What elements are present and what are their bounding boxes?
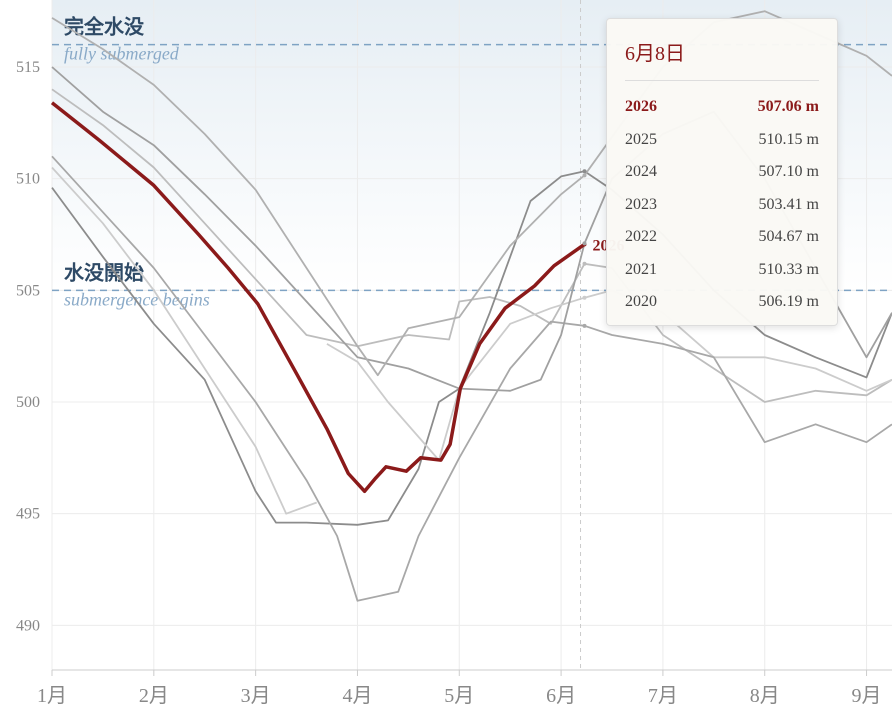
reference-sublabel: fully submerged	[64, 44, 180, 64]
x-tick-label: 4月	[342, 685, 372, 707]
tooltip-row: 2023 503.41 m	[625, 189, 819, 222]
x-tick-label: 9月	[852, 685, 882, 707]
series-line	[50, 101, 586, 494]
tooltip-year: 2023	[625, 195, 657, 213]
reference-label: 水没開始	[64, 260, 144, 284]
tooltip-value: 510.15 m	[758, 130, 819, 148]
reference-sublabel: submergence begins	[64, 289, 210, 309]
tooltip-year: 2026	[625, 98, 657, 116]
tooltip-row: 2020 506.19 m	[625, 286, 819, 319]
series-line	[51, 88, 892, 403]
x-tick-label: 1月	[37, 685, 67, 707]
y-tick-label: 490	[16, 617, 40, 634]
tooltip-title: 6月8日	[625, 37, 819, 81]
y-tick-label: 510	[16, 171, 40, 188]
hover-point	[582, 323, 587, 328]
tooltip-row: 2024 507.10 m	[625, 156, 819, 189]
tooltip-value: 507.10 m	[758, 163, 819, 181]
tooltip-year: 2024	[625, 163, 657, 181]
hover-point	[582, 261, 587, 266]
y-tick-label: 505	[16, 282, 40, 299]
y-tick-label: 500	[16, 394, 40, 411]
x-tick-label: 3月	[241, 685, 271, 707]
series-line	[51, 155, 892, 602]
tooltip-value: 504.67 m	[758, 228, 819, 246]
tooltip-year: 2025	[625, 130, 657, 148]
y-tick-label: 495	[16, 506, 40, 523]
tooltip-value: 503.41 m	[758, 195, 819, 213]
tooltip-row: 2021 510.33 m	[625, 254, 819, 287]
reference-label: 完全水没	[64, 15, 145, 39]
tooltip-value: 506.19 m	[758, 293, 819, 311]
x-tick-label: 7月	[648, 685, 678, 707]
tooltip-value: 510.33 m	[758, 260, 819, 278]
hover-point	[582, 169, 587, 174]
x-tick-label: 8月	[750, 685, 780, 707]
x-tick-label: 6月	[546, 685, 576, 707]
tooltip-year: 2022	[625, 228, 657, 246]
x-tick-label: 2月	[139, 685, 169, 707]
tooltip-year: 2020	[625, 293, 657, 311]
hover-point	[582, 241, 587, 246]
series-line	[51, 10, 892, 377]
tooltip-row: 2025 510.15 m	[625, 124, 819, 157]
tooltip: 6月8日 2026 507.06 m 2025 510.15 m 2024 507.10 …	[606, 18, 838, 326]
y-tick-label: 515	[16, 59, 40, 76]
tooltip-year: 2021	[625, 260, 657, 278]
tooltip-row: 2022 504.67 m	[625, 221, 819, 254]
hover-point	[582, 295, 587, 300]
x-tick-label: 5月	[444, 685, 474, 707]
tooltip-value: 507.06 m	[757, 98, 819, 116]
tooltip-row: 2026 507.06 m	[625, 91, 819, 124]
hover-point	[582, 173, 587, 178]
